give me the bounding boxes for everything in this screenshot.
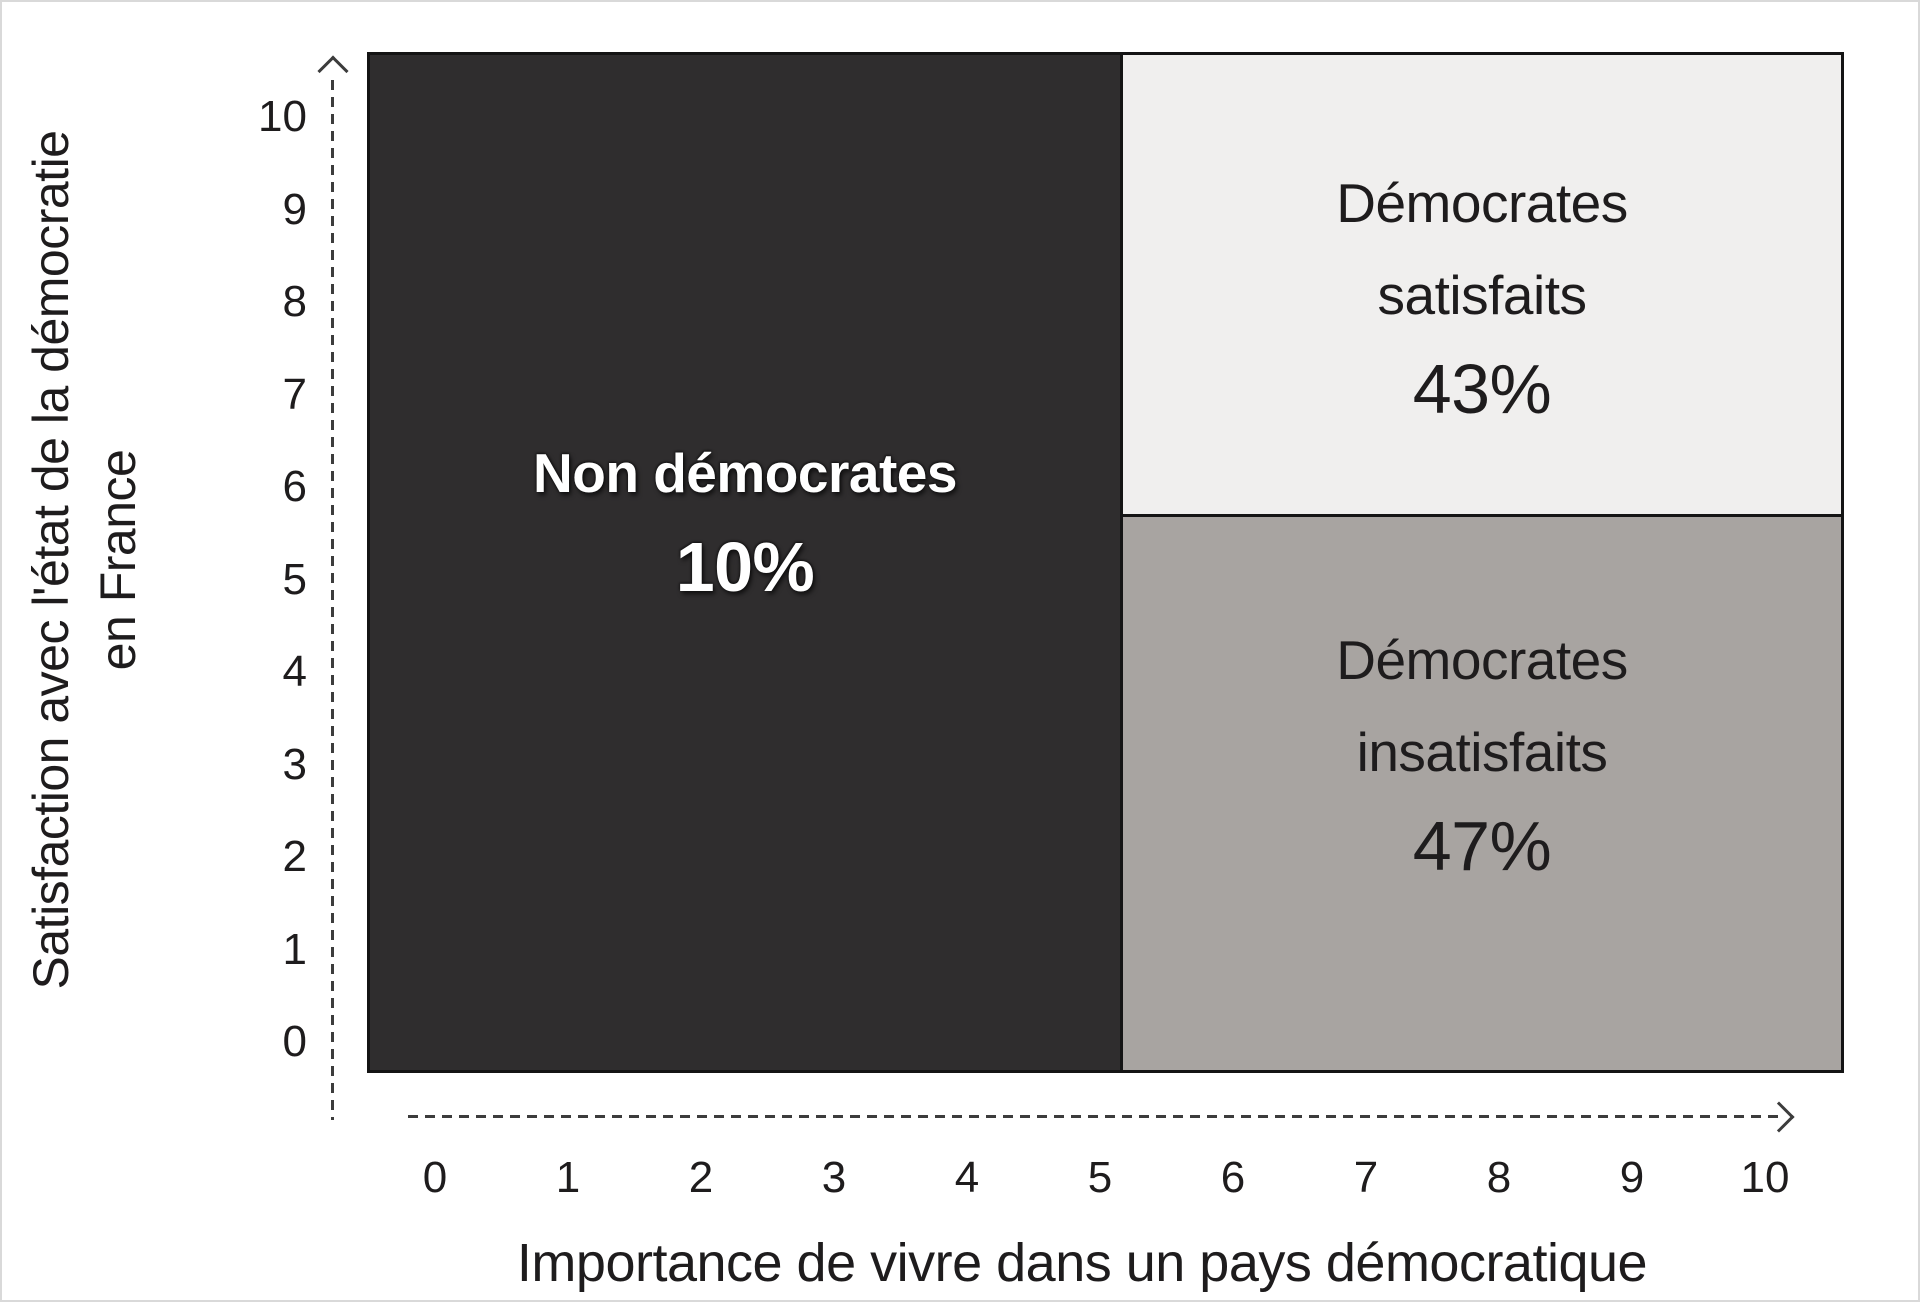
region-non-democrates: Non démocrates 10% (370, 55, 1120, 1070)
arrow-up-icon (317, 55, 349, 87)
x-tick-0: 0 (422, 1153, 448, 1202)
region-insatisfaits-label: Démocrates insatisfaits 47% (1123, 614, 1841, 894)
region-value-text: 10% (675, 528, 815, 606)
region-satisfaits-label: Démocrates satisfaits 43% (1123, 157, 1841, 437)
x-tick-1: 1 (555, 1153, 581, 1202)
x-tick-3: 3 (821, 1153, 847, 1202)
y-tick-3: 3 (282, 740, 307, 789)
x-tick-2: 2 (688, 1153, 714, 1202)
x-tick-6: 6 (1220, 1153, 1246, 1202)
region-democrates-insatisfaits: Démocrates insatisfaits 47% (1120, 517, 1841, 1070)
y-tick-9: 9 (282, 185, 307, 234)
region-label-text: Non démocrates (533, 442, 957, 504)
y-tick-2: 2 (282, 832, 307, 881)
y-tick-4: 4 (282, 647, 307, 696)
region-value-text: 43% (1412, 350, 1552, 428)
region-label-text: Démocrates (1336, 629, 1628, 691)
region-label-text: Démocrates (1336, 172, 1628, 234)
region-democrates-satisfaits: Démocrates satisfaits 43% (1120, 55, 1841, 517)
y-axis-title-line1: Satisfaction avec l'état de la démocrati… (23, 130, 79, 990)
region-label-text: satisfaits (1377, 264, 1587, 326)
y-tick-5: 5 (282, 555, 307, 604)
region-value-text: 47% (1412, 807, 1552, 885)
x-axis-line (408, 1115, 1778, 1118)
x-tick-4: 4 (954, 1153, 980, 1202)
y-axis-title: Satisfaction avec l'état de la démocrati… (18, 131, 152, 990)
x-tick-10: 10 (1740, 1153, 1790, 1202)
y-tick-10: 10 (258, 92, 307, 141)
x-axis-title: Importance de vivre dans un pays démocra… (516, 1233, 1648, 1293)
x-tick-8: 8 (1486, 1153, 1512, 1202)
arrow-right-icon (1763, 1101, 1795, 1133)
y-tick-0: 0 (282, 1017, 307, 1066)
y-tick-8: 8 (282, 277, 307, 326)
region-non-democrates-label: Non démocrates 10% (370, 427, 1120, 615)
y-tick-7: 7 (282, 370, 307, 419)
x-tick-9: 9 (1619, 1153, 1645, 1202)
y-axis-title-line2: en France (90, 449, 146, 671)
region-label-text: insatisfaits (1356, 721, 1608, 783)
y-tick-6: 6 (282, 462, 307, 511)
x-tick-5: 5 (1087, 1153, 1113, 1202)
y-axis-line (331, 80, 334, 1120)
plot-area: Non démocrates 10% Démocrates satisfaits… (367, 52, 1844, 1073)
x-tick-7: 7 (1353, 1153, 1379, 1202)
y-tick-1: 1 (282, 925, 307, 974)
